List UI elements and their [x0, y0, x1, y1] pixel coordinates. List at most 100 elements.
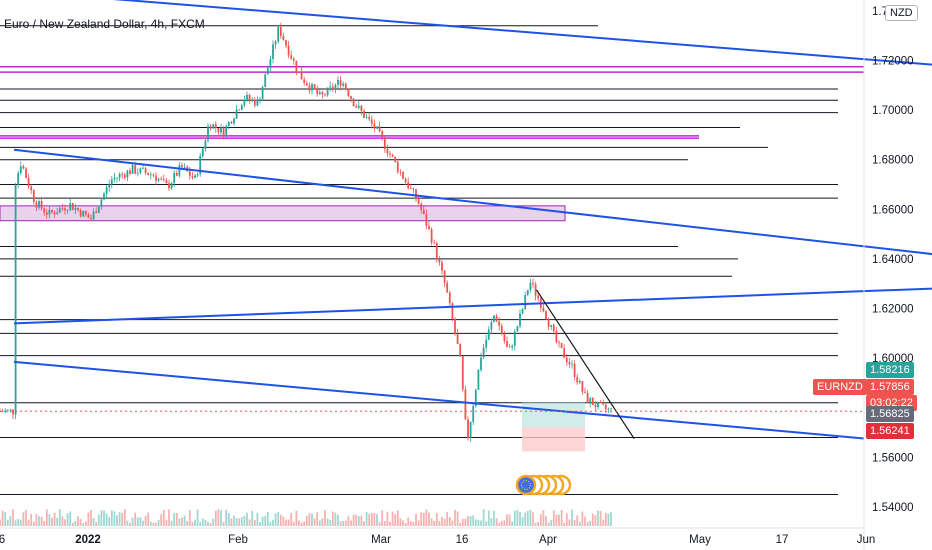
candle-body[interactable]: [594, 405, 597, 408]
candle-body[interactable]: [495, 315, 498, 322]
candle-body[interactable]: [534, 284, 537, 296]
candle-body[interactable]: [480, 357, 482, 370]
candle-body[interactable]: [599, 402, 602, 404]
candle-body[interactable]: [194, 175, 196, 178]
candle-body[interactable]: [321, 92, 324, 95]
candle-body[interactable]: [357, 105, 360, 108]
wedge-trendline[interactable]: [536, 289, 635, 440]
candle-body[interactable]: [95, 211, 98, 213]
candle-body[interactable]: [121, 174, 124, 176]
candle-body[interactable]: [217, 127, 220, 133]
candle-body[interactable]: [147, 172, 150, 176]
candle-body[interactable]: [586, 392, 589, 403]
candle-body[interactable]: [576, 376, 579, 383]
candle-body[interactable]: [433, 242, 436, 244]
candle-body[interactable]: [25, 168, 27, 178]
candle-body[interactable]: [381, 131, 384, 138]
candle-body[interactable]: [446, 282, 449, 293]
candle-body[interactable]: [178, 165, 181, 176]
candle-body[interactable]: [144, 168, 147, 173]
candle-body[interactable]: [129, 170, 131, 174]
candle-body[interactable]: [1, 411, 4, 413]
candle-body[interactable]: [259, 99, 261, 100]
candle-body[interactable]: [199, 155, 202, 175]
candle-body[interactable]: [430, 229, 433, 243]
candle-body[interactable]: [560, 342, 563, 349]
candle-body[interactable]: [308, 85, 311, 91]
candle-body[interactable]: [116, 177, 118, 179]
candle-body[interactable]: [71, 203, 74, 210]
candle-body[interactable]: [422, 209, 425, 215]
candle-body[interactable]: [373, 123, 376, 129]
candle-body[interactable]: [584, 391, 586, 393]
candle-body[interactable]: [360, 105, 363, 111]
candle-body[interactable]: [451, 303, 454, 320]
candle-body[interactable]: [545, 311, 547, 320]
candle-body[interactable]: [266, 68, 269, 75]
candle-body[interactable]: [589, 398, 592, 403]
candle-body[interactable]: [407, 182, 410, 189]
candle-body[interactable]: [64, 208, 66, 211]
candle-body[interactable]: [92, 211, 95, 220]
candle-body[interactable]: [233, 118, 235, 124]
candle-body[interactable]: [394, 156, 397, 162]
candle-body[interactable]: [399, 171, 402, 173]
candle-body[interactable]: [591, 398, 594, 406]
candle-body[interactable]: [404, 178, 407, 183]
candle-body[interactable]: [493, 315, 495, 323]
candle-body[interactable]: [17, 172, 20, 186]
candle-body[interactable]: [103, 193, 105, 200]
candle-body[interactable]: [537, 295, 540, 299]
candle-body[interactable]: [238, 109, 241, 111]
eu-flag-icon[interactable]: [515, 474, 537, 496]
candle-body[interactable]: [500, 325, 503, 335]
candle-body[interactable]: [573, 363, 576, 377]
candle-body[interactable]: [581, 381, 584, 392]
candle-body[interactable]: [485, 339, 488, 348]
candle-body[interactable]: [155, 175, 157, 181]
candle-body[interactable]: [558, 342, 560, 344]
candle-body[interactable]: [149, 174, 152, 176]
candle-body[interactable]: [126, 170, 129, 178]
candle-body[interactable]: [415, 189, 417, 200]
candle-body[interactable]: [243, 99, 246, 106]
candle-body[interactable]: [300, 72, 303, 80]
candle-body[interactable]: [165, 180, 168, 184]
candle-body[interactable]: [311, 84, 313, 91]
candle-body[interactable]: [100, 199, 103, 207]
candle-body[interactable]: [48, 209, 51, 215]
candle-body[interactable]: [469, 421, 472, 438]
candle-body[interactable]: [277, 26, 280, 42]
candle-body[interactable]: [191, 175, 194, 178]
candle-body[interactable]: [578, 381, 581, 383]
candle-body[interactable]: [201, 148, 204, 156]
candle-body[interactable]: [285, 40, 287, 46]
candle-body[interactable]: [79, 210, 82, 217]
candle-body[interactable]: [370, 119, 373, 124]
candle-body[interactable]: [324, 94, 326, 96]
candle-body[interactable]: [503, 334, 506, 342]
candle-body[interactable]: [412, 188, 415, 190]
candle-body[interactable]: [391, 154, 394, 157]
candle-body[interactable]: [209, 126, 212, 129]
candle-body[interactable]: [157, 178, 160, 181]
candle-body[interactable]: [352, 98, 355, 107]
candle-body[interactable]: [142, 168, 144, 170]
currency-label[interactable]: NZD: [885, 5, 918, 21]
candle-body[interactable]: [181, 165, 183, 168]
candle-body[interactable]: [139, 168, 142, 173]
candle-body[interactable]: [77, 208, 79, 211]
candle-body[interactable]: [550, 325, 553, 327]
candle-body[interactable]: [298, 71, 300, 73]
candle-body[interactable]: [532, 282, 534, 285]
candle-body[interactable]: [113, 177, 116, 180]
profit-target-box[interactable]: [522, 402, 585, 428]
candle-body[interactable]: [386, 148, 389, 154]
candle-body[interactable]: [61, 208, 64, 210]
candle-body[interactable]: [290, 55, 293, 59]
candle-body[interactable]: [459, 344, 462, 357]
candle-body[interactable]: [526, 289, 529, 295]
candle-body[interactable]: [508, 346, 511, 348]
candle-body[interactable]: [19, 166, 22, 173]
candle-body[interactable]: [389, 153, 391, 155]
